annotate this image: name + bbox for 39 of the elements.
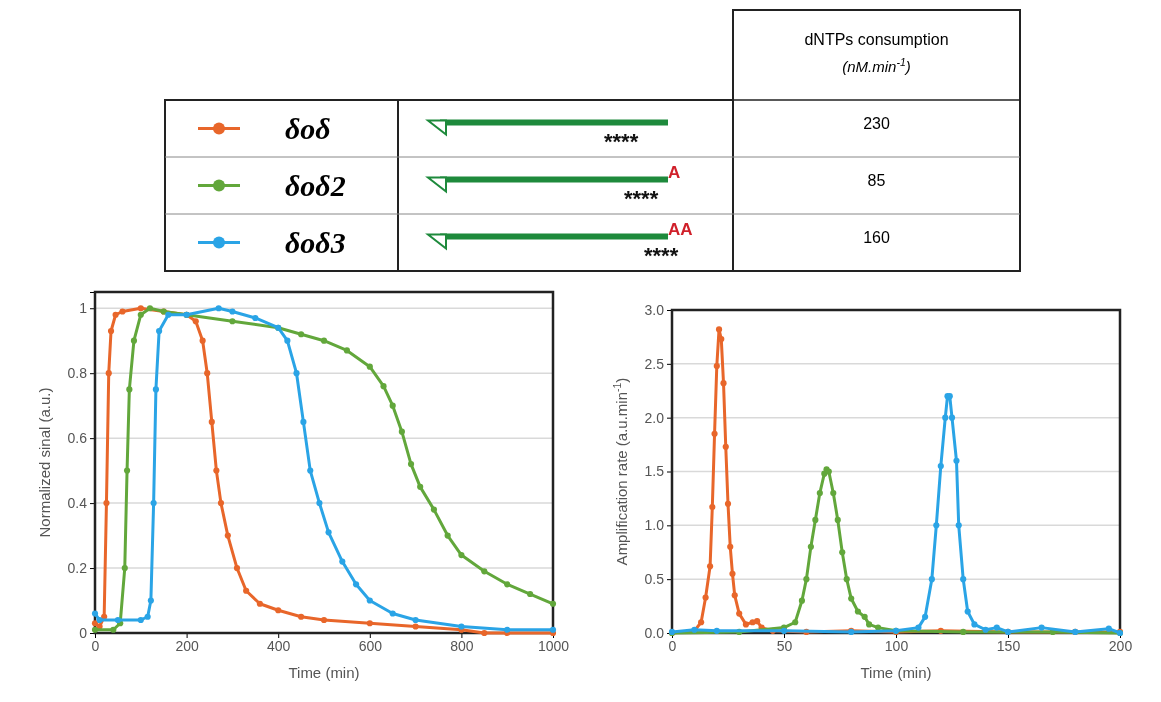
x-tick-label: 800	[450, 637, 474, 654]
y-tick-label: 1	[79, 300, 88, 317]
x-tick-label: 0	[91, 637, 100, 654]
y-tick-label: 3.0	[644, 301, 665, 318]
x-tick-label: 200	[175, 637, 199, 654]
category-label: δoδ3	[285, 225, 346, 259]
text: ****	[644, 242, 679, 268]
x-tick-label: 0	[668, 637, 677, 654]
y-tick-label: 0.5	[644, 571, 665, 588]
x-tick-label: 100	[884, 637, 909, 654]
y-tick-label: 0.6	[67, 430, 88, 447]
x-tick-label: 600	[358, 637, 383, 654]
y-tick-label: 2.5	[644, 355, 665, 372]
y-tick-label: 1.5	[644, 463, 665, 480]
y-tick-label: 0.2	[67, 560, 88, 577]
text: AA	[668, 219, 693, 239]
category-label: δoδ2	[285, 168, 346, 202]
y-tick-label: 1.0	[644, 517, 665, 534]
y-tick-label: 0.8	[67, 365, 88, 382]
y-tick-label: 2.0	[644, 409, 665, 426]
x-axis-title: Time (min)	[860, 664, 932, 681]
text: A	[668, 162, 681, 182]
x-tick-label: 150	[996, 637, 1021, 654]
y-axis-title: Normalized sinal (a.u.)	[36, 387, 53, 538]
text: dNTPs consumption (nM.min$^{-1}$)	[804, 31, 949, 75]
data-label: 85	[867, 171, 886, 189]
text: ****	[604, 128, 639, 154]
x-tick-label: 400	[267, 637, 291, 654]
x-axis-title: Time (min)	[288, 664, 360, 681]
text: ****	[624, 185, 659, 211]
y-tick-label: 0.0	[644, 624, 665, 641]
x-tick-label: 1000	[537, 637, 570, 654]
x-tick-label: 50	[776, 637, 793, 654]
category-label: δoδ	[285, 111, 331, 145]
y-tick-label: 0	[79, 624, 88, 641]
data-label: 230	[863, 114, 890, 132]
data-label: 160	[863, 228, 890, 246]
x-tick-label: 200	[1108, 637, 1133, 654]
y-tick-label: 0.4	[67, 495, 88, 512]
